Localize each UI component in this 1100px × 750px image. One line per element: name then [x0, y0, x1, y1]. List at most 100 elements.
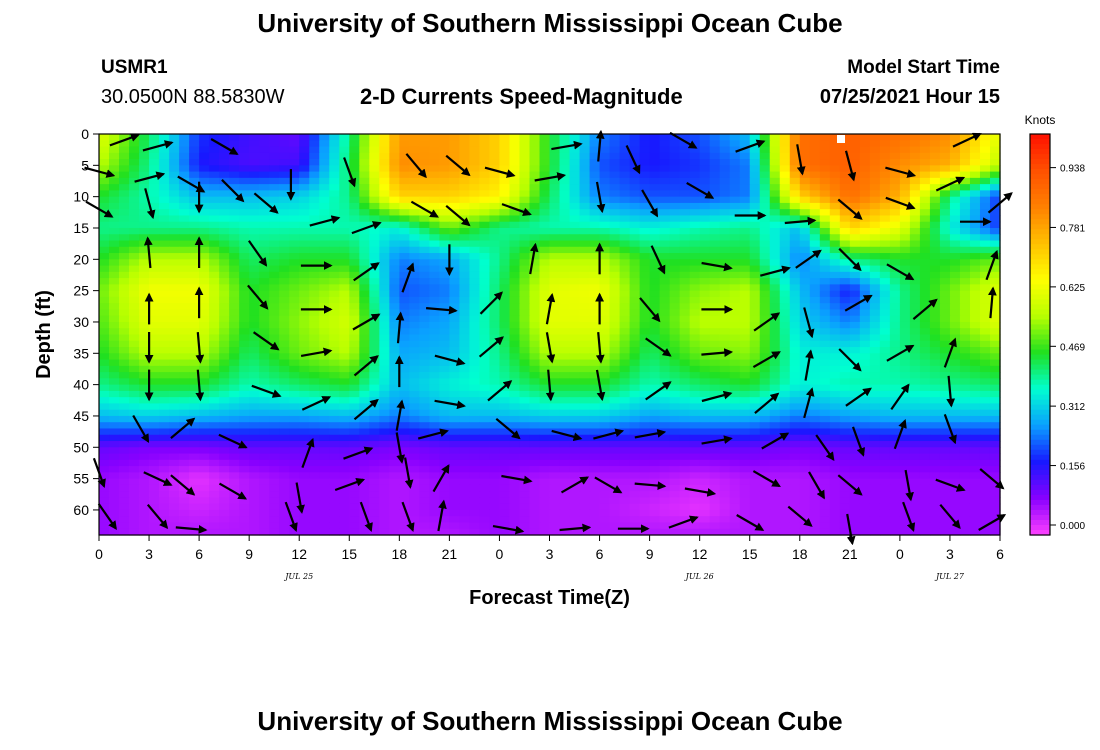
heatmap-cell [409, 359, 420, 367]
heatmap-cell [109, 378, 120, 386]
heatmap-cell [729, 159, 741, 166]
heatmap-cell [109, 253, 120, 260]
heatmap-cell [289, 146, 300, 154]
heatmap-cell [109, 177, 120, 185]
heatmap-cell [849, 434, 861, 442]
heatmap-cell [979, 434, 991, 442]
heatmap-cell [939, 202, 951, 210]
heatmap-cell [189, 428, 200, 436]
heatmap-cell [219, 359, 230, 367]
heatmap-cell [689, 422, 701, 430]
heatmap-cell [399, 265, 410, 273]
heatmap-cell [739, 472, 751, 480]
heatmap-cell [209, 428, 220, 436]
heatmap-cell [819, 372, 831, 379]
heatmap-cell [519, 165, 531, 173]
heatmap-cell [719, 234, 731, 242]
heatmap-cell [989, 315, 1001, 323]
heatmap-cell [879, 221, 891, 229]
heatmap-cell [719, 422, 731, 430]
heatmap-cell [569, 303, 581, 311]
heatmap-cell [169, 202, 180, 210]
heatmap-cell [679, 422, 691, 430]
heatmap-cell [869, 384, 881, 392]
heatmap-cell [489, 259, 501, 267]
heatmap-cell [269, 240, 280, 248]
heatmap-cell [129, 303, 140, 311]
heatmap-cell [229, 441, 240, 448]
heatmap-cell [689, 340, 701, 348]
heatmap-cell [929, 353, 941, 361]
heatmap-cell [159, 353, 170, 361]
heatmap-cell [689, 246, 701, 254]
heatmap-cell [209, 365, 220, 373]
heatmap-cell [939, 221, 951, 229]
heatmap-cell [309, 415, 320, 423]
heatmap-cell [299, 278, 310, 285]
heatmap-cell [119, 246, 130, 254]
heatmap-cell [749, 146, 761, 154]
heatmap-cell [439, 215, 450, 223]
heatmap-cell [879, 196, 891, 204]
heatmap-cell [149, 441, 160, 448]
heatmap-cell [939, 441, 951, 448]
heatmap-cell [949, 296, 961, 304]
heatmap-cell [829, 159, 841, 166]
heatmap-cell [879, 184, 891, 191]
heatmap-cell [659, 365, 671, 373]
heatmap-cell [519, 240, 531, 248]
heatmap-cell [589, 340, 601, 348]
heatmap-cell [169, 253, 180, 260]
heatmap-cell [139, 428, 150, 436]
heatmap-cell [619, 190, 631, 198]
heatmap-cell [159, 384, 170, 392]
heatmap-cell [139, 159, 150, 166]
heatmap-cell [149, 259, 160, 267]
heatmap-cell [289, 177, 300, 185]
heatmap-cell [589, 422, 601, 430]
heatmap-cell [649, 453, 661, 461]
heatmap-cell [949, 403, 961, 411]
heatmap-cell [359, 146, 370, 154]
heatmap-cell [459, 159, 471, 166]
heatmap-cell [889, 171, 901, 179]
heatmap-cell [799, 353, 811, 361]
heatmap-cell [299, 290, 310, 298]
heatmap-cell [169, 309, 180, 317]
heatmap-cell [769, 372, 781, 379]
heatmap-cell [579, 415, 591, 423]
heatmap-cell [769, 290, 781, 298]
heatmap-cell [749, 428, 761, 436]
heatmap-cell [269, 227, 280, 235]
heatmap-cell [179, 372, 190, 379]
heatmap-cell [539, 177, 551, 185]
heatmap-cell [459, 415, 471, 423]
heatmap-cell [789, 177, 801, 185]
heatmap-cell [279, 278, 290, 285]
heatmap-cell [729, 303, 741, 311]
heatmap-cell [529, 353, 541, 361]
heatmap-cell [429, 422, 440, 430]
heatmap-cell [509, 271, 521, 279]
heatmap-cell [959, 265, 971, 273]
heatmap-cell [909, 428, 921, 436]
heatmap-cell [659, 472, 671, 480]
heatmap-cell [349, 234, 360, 242]
heatmap-cell [969, 353, 981, 361]
heatmap-cell [369, 271, 380, 279]
heatmap-cell [369, 303, 380, 311]
heatmap-cell [309, 215, 320, 223]
model-start-value: 07/25/2021 Hour 15 [819, 86, 1000, 108]
heatmap-cell [139, 253, 150, 260]
heatmap-cell [509, 321, 521, 329]
heatmap-cell [139, 340, 150, 348]
heatmap-cell [769, 428, 781, 436]
heatmap-cell [409, 415, 420, 423]
heatmap-cell [279, 190, 290, 198]
heatmap-cell [919, 378, 931, 386]
heatmap-cell [229, 171, 240, 179]
heatmap-cell [259, 177, 270, 185]
heatmap-cell [869, 328, 881, 336]
heatmap-cell [929, 240, 941, 248]
heatmap-cell [119, 309, 130, 317]
